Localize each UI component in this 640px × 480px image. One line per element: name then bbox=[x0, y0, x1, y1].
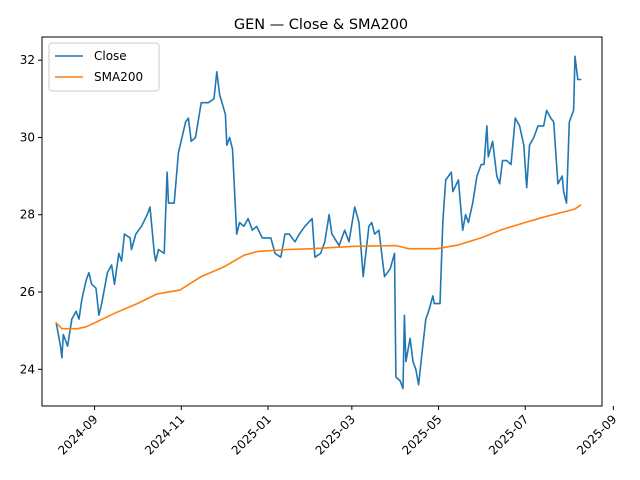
series-line-sma200 bbox=[55, 204, 582, 330]
y-axis: 24 26 28 30 32 bbox=[20, 53, 42, 376]
y-tick-label: 28 bbox=[20, 208, 35, 222]
series-layer bbox=[55, 55, 582, 390]
legend-label-close: Close bbox=[94, 49, 127, 63]
y-tick-label: 24 bbox=[20, 362, 35, 376]
plot-area bbox=[55, 55, 582, 390]
legend: Close SMA200 bbox=[48, 42, 160, 92]
y-tick-label: 30 bbox=[20, 130, 35, 144]
y-tick-label: 32 bbox=[20, 53, 35, 67]
chart-title: GEN — Close & SMA200 bbox=[234, 17, 408, 33]
legend-label-sma200: SMA200 bbox=[94, 70, 143, 84]
series-line-close bbox=[55, 55, 582, 390]
y-tick-label: 26 bbox=[20, 285, 35, 299]
legend-box bbox=[48, 42, 160, 92]
plot-frame bbox=[41, 36, 603, 407]
